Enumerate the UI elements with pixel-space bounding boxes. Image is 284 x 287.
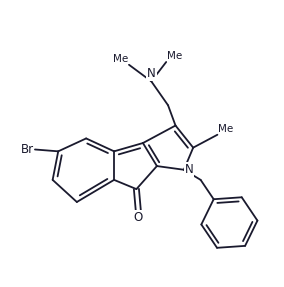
Text: Me: Me bbox=[113, 54, 128, 64]
Text: N: N bbox=[147, 67, 156, 80]
Text: Me: Me bbox=[218, 124, 233, 134]
Text: Me: Me bbox=[167, 51, 182, 61]
Text: Br: Br bbox=[20, 143, 34, 156]
Text: N: N bbox=[185, 163, 193, 176]
Text: O: O bbox=[134, 211, 143, 224]
